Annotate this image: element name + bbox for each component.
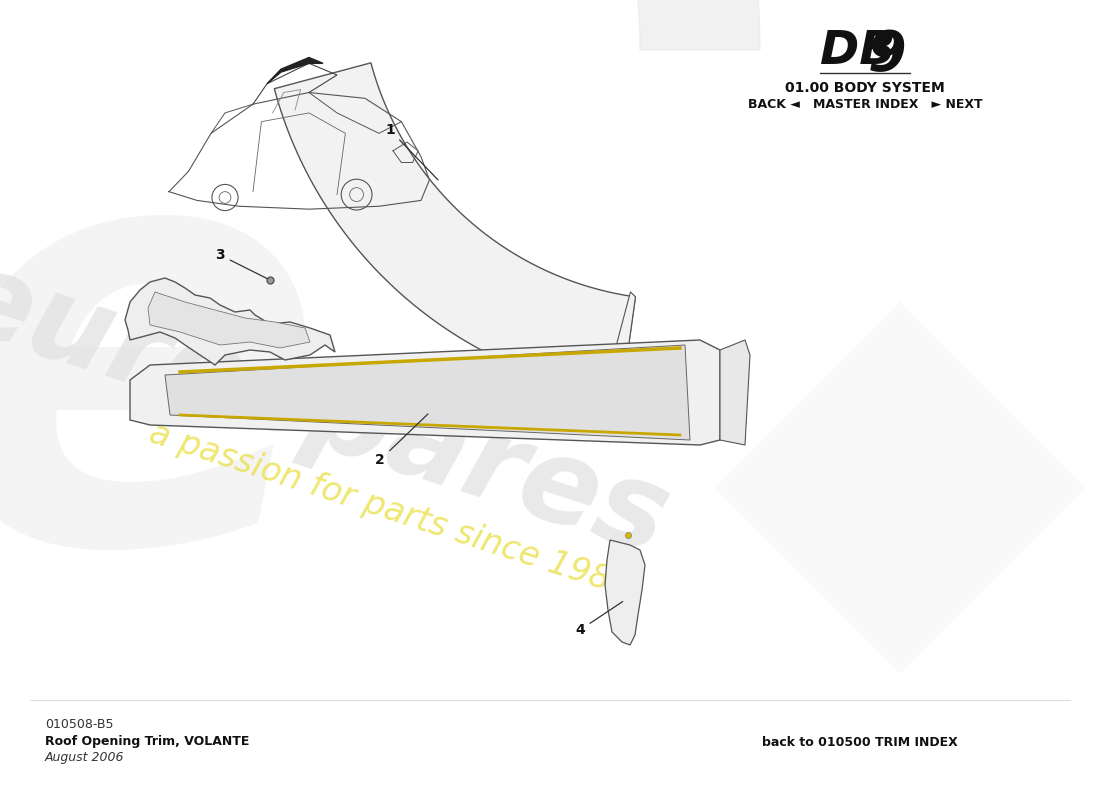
Text: August 2006: August 2006 (45, 751, 124, 765)
Text: BACK ◄   MASTER INDEX   ► NEXT: BACK ◄ MASTER INDEX ► NEXT (748, 98, 982, 111)
Polygon shape (274, 63, 636, 396)
Text: Roof Opening Trim, VOLANTE: Roof Opening Trim, VOLANTE (45, 735, 250, 749)
Text: 010508-B5: 010508-B5 (45, 718, 113, 731)
Text: 2: 2 (375, 414, 428, 467)
Polygon shape (130, 340, 720, 445)
Text: ◆: ◆ (713, 245, 1087, 715)
Text: 9: 9 (868, 28, 906, 82)
Polygon shape (165, 345, 690, 440)
Text: eurospares: eurospares (0, 240, 683, 580)
Text: DB: DB (820, 30, 895, 74)
Text: 4: 4 (575, 602, 623, 637)
Polygon shape (0, 0, 760, 50)
Text: a passion for parts since 1985: a passion for parts since 1985 (145, 417, 635, 603)
Polygon shape (267, 58, 323, 84)
Text: e: e (0, 98, 328, 662)
Polygon shape (148, 292, 310, 348)
Polygon shape (605, 540, 645, 645)
Polygon shape (602, 292, 636, 401)
Text: 3: 3 (216, 248, 267, 278)
Polygon shape (125, 278, 336, 365)
Polygon shape (720, 340, 750, 445)
Text: back to 010500 TRIM INDEX: back to 010500 TRIM INDEX (762, 735, 958, 749)
Text: 1: 1 (385, 123, 438, 180)
Text: 01.00 BODY SYSTEM: 01.00 BODY SYSTEM (785, 81, 945, 95)
